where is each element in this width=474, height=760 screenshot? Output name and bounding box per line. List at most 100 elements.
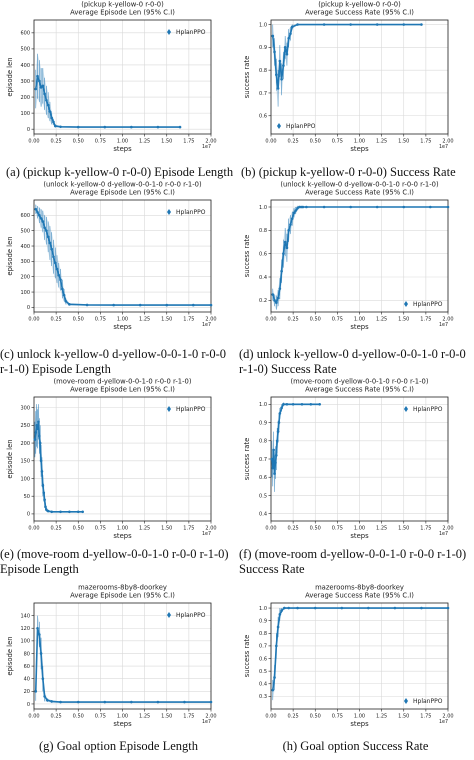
x-axis-label: steps	[113, 323, 132, 331]
y-axis-label: success rate	[243, 438, 251, 481]
chart-title-line: (unlock k-yellow-0 d-yellow-0-0-1-0 r-0-…	[280, 181, 439, 189]
x-tick-label: 1.25	[376, 526, 387, 532]
data-point	[290, 217, 294, 220]
x-axis-label: steps	[350, 323, 369, 331]
data-point	[38, 214, 41, 217]
y-tick-label: 0.9	[259, 45, 267, 51]
data-point	[38, 441, 42, 445]
y-tick-label: 500	[20, 47, 30, 53]
data-point	[275, 644, 278, 648]
y-tick-label: 1.0	[259, 402, 267, 408]
data-point	[276, 625, 280, 629]
x-tick-label: 1.25	[139, 139, 150, 145]
x-axis-label: steps	[113, 720, 132, 728]
x-tick-label: 0.50	[310, 714, 321, 720]
x-tick-label: 1.25	[376, 317, 387, 323]
data-point	[274, 461, 277, 464]
data-point	[37, 420, 40, 424]
x-tick-label: 0.25	[288, 317, 299, 323]
x-tick-label: 2.00	[442, 139, 453, 145]
y-tick-label: 50	[24, 494, 30, 500]
x-tick-label: 1.75	[183, 526, 194, 532]
chart-f: (move-room d-yellow-0-0-1-0 r-0-0 r-1-0)…	[243, 378, 454, 541]
data-point	[276, 430, 280, 433]
data-point	[402, 205, 406, 209]
data-point	[282, 606, 286, 610]
y-tick-label: 100	[20, 111, 30, 117]
y-tick-label: 0	[27, 127, 30, 133]
data-point	[34, 431, 38, 434]
y-tick-label: 0.5	[259, 669, 267, 675]
data-point	[292, 211, 296, 215]
data-point	[81, 510, 84, 514]
caption-h: (h) Goal option Success Rate	[282, 739, 429, 753]
y-tick-label: 80	[24, 651, 30, 657]
data-point	[112, 303, 115, 307]
caption-a: (a) (pickup k-yellow-0 r-0-0) Episode Le…	[6, 165, 234, 179]
data-point	[59, 278, 62, 282]
x-tick-label: 1.25	[139, 317, 150, 323]
x-tick-label: 0.75	[332, 714, 343, 720]
data-point	[103, 125, 107, 129]
data-point	[62, 293, 66, 297]
data-point	[276, 87, 280, 90]
series-line	[34, 75, 181, 128]
data-point	[270, 457, 274, 461]
data-point	[103, 700, 107, 704]
x-tick-label: 0.00	[28, 526, 39, 532]
legend-label: HplanPPO	[286, 123, 316, 130]
y-tick-label: 300	[20, 405, 30, 411]
y-tick-label: 100	[20, 476, 30, 482]
legend-label: HplanPPO	[176, 29, 206, 36]
data-point	[273, 472, 276, 475]
y-axis-label: episode len	[6, 439, 14, 478]
data-point	[420, 606, 423, 610]
x-tick-label: 0.25	[51, 714, 62, 720]
data-point	[50, 700, 53, 703]
x-tick-label: 1.50	[398, 526, 409, 532]
data-point	[285, 246, 289, 250]
data-point	[39, 217, 43, 220]
diamond-marker-icon	[167, 406, 171, 412]
data-point	[282, 64, 285, 67]
data-point	[48, 110, 52, 113]
y-axis-label: episode len	[6, 236, 14, 275]
data-point	[272, 448, 275, 452]
x-tick-label: 1.25	[139, 714, 150, 720]
data-point	[33, 438, 37, 441]
x-tick-label: 1.25	[139, 526, 150, 532]
data-point	[273, 676, 276, 679]
data-point	[271, 688, 275, 692]
data-point	[45, 508, 48, 511]
caption-d: (d) unlock k-yellow-0 d-yellow-0-0-1-0 r…	[239, 347, 466, 376]
x-tick-label: 2.00	[205, 526, 216, 532]
data-point	[282, 402, 285, 406]
chart-title-line: Average Episode Len (95% C.I)	[70, 386, 175, 394]
data-point	[289, 223, 292, 226]
data-point	[275, 301, 278, 304]
chart-panel-g: mazerooms-8by8-doorkey Average Episode Le…	[0, 583, 237, 760]
y-tick-label: 0.4	[259, 682, 267, 688]
x-tick-label: 0.50	[73, 526, 84, 532]
data-point	[393, 606, 397, 610]
x-tick-label: 2.00	[442, 317, 453, 323]
data-point	[294, 209, 298, 212]
x-tick-label: 1.00	[117, 714, 128, 720]
caption-c: (c) unlock k-yellow-0 d-yellow-0-0-1-0 r…	[0, 347, 227, 376]
y-tick-label: 120	[20, 626, 30, 632]
y-tick-label: 0.9	[259, 618, 267, 624]
data-point	[36, 74, 39, 78]
data-point	[43, 695, 46, 698]
x-tick-label: 0.00	[265, 317, 276, 323]
chart-title-line: Average Success Rate (95% C.I)	[305, 592, 414, 600]
y-tick-label: 400	[20, 244, 30, 250]
y-tick-label: 250	[20, 423, 30, 429]
x-tick-label: 1.00	[117, 317, 128, 323]
data-point	[50, 510, 53, 514]
y-tick-label: 0.6	[259, 114, 267, 120]
data-point	[271, 466, 275, 470]
x-tick-label: 0.75	[95, 317, 106, 323]
data-point	[209, 303, 213, 307]
caption-g: (g) Goal option Episode Length	[39, 739, 198, 753]
x-axis-label: steps	[113, 532, 132, 540]
